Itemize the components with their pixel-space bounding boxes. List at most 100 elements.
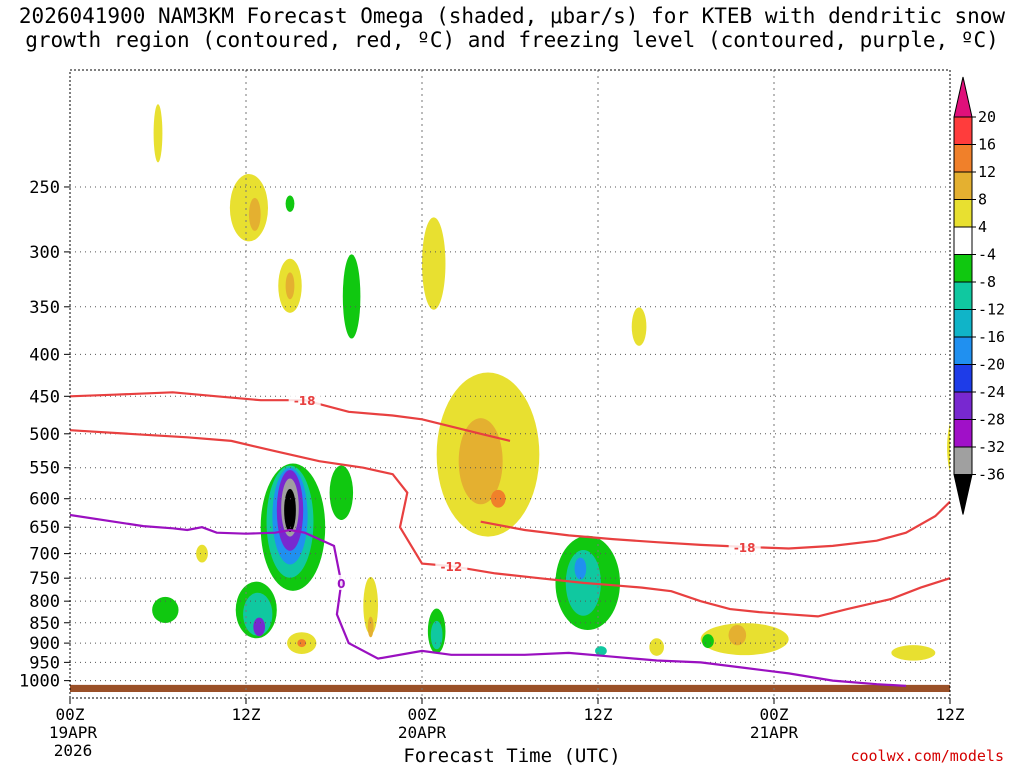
omega-region-22 bbox=[253, 617, 266, 637]
grid-layer bbox=[70, 70, 950, 698]
axes-layer: 2503003504004505005506006507007508008509… bbox=[19, 69, 965, 760]
y-tick-label-350: 350 bbox=[29, 298, 60, 318]
contour-label-bg-3 bbox=[325, 574, 358, 590]
x-tick-label-3: 12Z bbox=[584, 705, 613, 724]
y-tick-label-250: 250 bbox=[29, 178, 60, 198]
omega-region-6 bbox=[342, 254, 361, 339]
x-tick-label-0: 00Z bbox=[56, 705, 85, 724]
colorbar-top-arrow bbox=[953, 76, 973, 118]
omega-region-33 bbox=[367, 616, 374, 638]
colorbar-swatch-6 bbox=[953, 281, 973, 310]
omega-region-5 bbox=[285, 195, 295, 212]
colorbar-label-6: -8 bbox=[978, 273, 996, 291]
contour-line-2 bbox=[480, 500, 950, 550]
y-tick-label-800: 800 bbox=[29, 592, 60, 612]
omega-region-1 bbox=[229, 174, 268, 242]
colorbar: 20 16 12 8 4 -4 -8 -12 -16 -20 -24 -28 -32 -36 bbox=[953, 76, 1005, 515]
colorbar-label-3: 8 bbox=[978, 191, 987, 209]
x-tick-sublabel-4-0: 21APR bbox=[750, 723, 799, 742]
colorbar-swatch-11 bbox=[953, 419, 973, 448]
omega-region-9 bbox=[458, 418, 503, 505]
y-tick-label-950: 950 bbox=[29, 653, 60, 673]
chart-title: 2026041900 NAM3KM Forecast Omega (shaded… bbox=[0, 4, 1024, 52]
colorbar-label-7: -12 bbox=[978, 301, 1005, 319]
omega-region-21 bbox=[243, 592, 273, 636]
omega-region-38 bbox=[702, 634, 714, 649]
omega-region-18 bbox=[284, 488, 296, 532]
contour-line-0 bbox=[70, 391, 511, 442]
colorbar-label-5: -4 bbox=[978, 246, 996, 264]
colorbar-label-13: -36 bbox=[978, 466, 1005, 484]
y-tick-label-400: 400 bbox=[29, 345, 60, 365]
colorbar-label-10: -24 bbox=[978, 383, 1005, 401]
colorbar-label-4: 4 bbox=[978, 218, 987, 236]
x-tick-sublabel-0-1: 2026 bbox=[54, 741, 93, 760]
omega-region-0 bbox=[153, 104, 163, 163]
x-axis-title: Forecast Time (UTC) bbox=[403, 745, 621, 767]
contour-line-1 bbox=[70, 429, 950, 618]
terrain-fill bbox=[70, 684, 950, 692]
colorbar-label-1: 16 bbox=[978, 136, 996, 154]
omega-shading-layer bbox=[152, 104, 950, 661]
y-tick-label-700: 700 bbox=[29, 545, 60, 565]
y-tick-label-1000: 1000 bbox=[19, 672, 60, 692]
colorbar-swatch-10 bbox=[953, 391, 973, 420]
x-tick-sublabel-2-0: 20APR bbox=[398, 723, 447, 742]
y-tick-label-450: 450 bbox=[29, 387, 60, 407]
colorbar-swatch-3 bbox=[953, 199, 973, 228]
omega-region-11 bbox=[631, 307, 647, 346]
colorbar-label-9: -20 bbox=[978, 356, 1005, 374]
contour-label-2: -18 bbox=[734, 541, 756, 555]
contour-label-bg-1 bbox=[435, 558, 468, 574]
y-tick-label-550: 550 bbox=[29, 459, 60, 479]
y-tick-label-750: 750 bbox=[29, 569, 60, 589]
colorbar-swatch-12 bbox=[953, 446, 973, 475]
colorbar-label-0: 20 bbox=[978, 108, 996, 126]
omega-region-31 bbox=[297, 639, 307, 648]
colorbar-swatch-7 bbox=[953, 309, 973, 338]
omega-region-10 bbox=[490, 489, 506, 508]
contour-label-3: 0 bbox=[337, 577, 345, 591]
omega-region-32 bbox=[363, 576, 378, 635]
x-tick-label-5: 12Z bbox=[936, 705, 965, 724]
y-tick-label-900: 900 bbox=[29, 634, 60, 654]
contour-label-0: -18 bbox=[294, 394, 316, 408]
colorbar-label-12: -32 bbox=[978, 438, 1005, 456]
y-tick-label-650: 650 bbox=[29, 518, 60, 538]
contour-line-3 bbox=[70, 513, 907, 687]
omega-region-34 bbox=[649, 638, 665, 656]
omega-region-25 bbox=[430, 620, 443, 650]
colorbar-label-11: -28 bbox=[978, 411, 1005, 429]
colorbar-label-8: -16 bbox=[978, 328, 1005, 346]
colorbar-bottom-arrow bbox=[953, 474, 973, 515]
contour-label-1: -12 bbox=[440, 560, 462, 574]
omega-region-28 bbox=[574, 557, 587, 580]
omega-region-7 bbox=[422, 217, 446, 310]
omega-region-12 bbox=[947, 423, 950, 473]
x-tick-label-1: 12Z bbox=[232, 705, 261, 724]
y-tick-label-850: 850 bbox=[29, 614, 60, 634]
colorbar-swatch-9 bbox=[953, 364, 973, 393]
x-tick-label-4: 00Z bbox=[760, 705, 789, 724]
colorbar-swatch-0 bbox=[953, 116, 973, 145]
colorbar-swatch-4 bbox=[953, 226, 973, 255]
y-tick-label-300: 300 bbox=[29, 243, 60, 263]
contour-label-bg-2 bbox=[728, 538, 761, 554]
colorbar-swatch-8 bbox=[953, 336, 973, 365]
omega-region-19 bbox=[329, 465, 354, 520]
chart-title-line-1: 2026041900 NAM3KM Forecast Omega (shaded… bbox=[18, 4, 1006, 28]
omega-region-23 bbox=[152, 596, 179, 623]
colorbar-swatch-1 bbox=[953, 144, 973, 173]
x-tick-label-2: 00Z bbox=[408, 705, 437, 724]
y-tick-label-600: 600 bbox=[29, 490, 60, 510]
colorbar-swatch-2 bbox=[953, 171, 973, 200]
contour-layer: -18 -12 -18 0 bbox=[70, 391, 950, 687]
plot-frame bbox=[69, 69, 951, 699]
omega-region-2 bbox=[248, 197, 261, 231]
omega-region-36 bbox=[728, 624, 747, 646]
chart-title-line-2: growth region (contoured, red, ºC) and f… bbox=[25, 28, 999, 52]
omega-region-4 bbox=[285, 272, 295, 300]
y-tick-label-500: 500 bbox=[29, 425, 60, 445]
x-tick-sublabel-0-0: 19APR bbox=[49, 723, 98, 742]
